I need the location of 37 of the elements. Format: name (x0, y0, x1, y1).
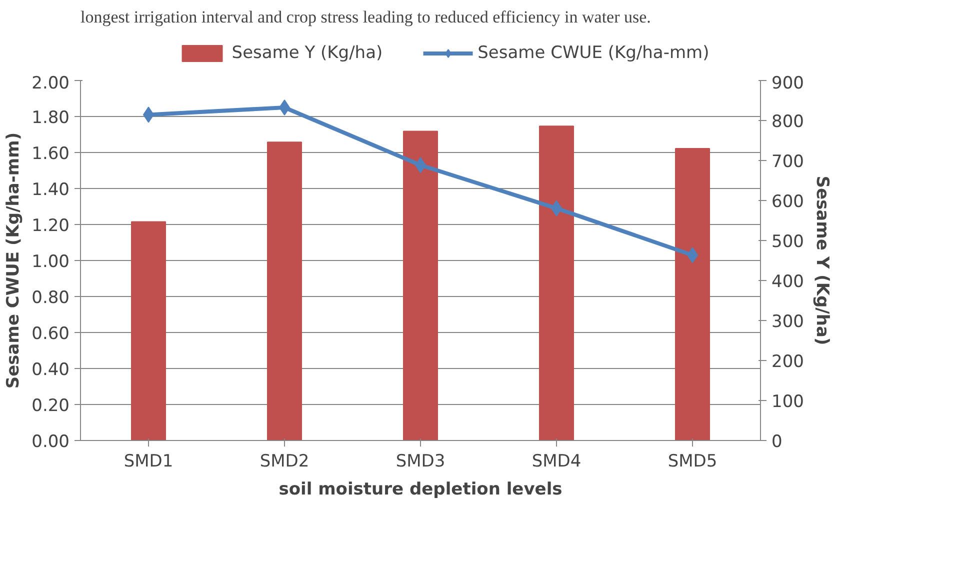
x-axis-title: soil moisture depletion levels (278, 480, 562, 500)
y-tick-label: 1.00 (32, 252, 70, 272)
text: longest irrigation interval and crop stress leading to reduced efficiency in water use. (80, 8, 651, 26)
y-axis-title: Sesame CWUE (Kg/ha-mm) (4, 132, 24, 389)
bar (675, 148, 710, 440)
legend-label: Sesame CWUE (Kg/ha-mm) (478, 43, 710, 63)
y2-tick-label: 300 (772, 312, 804, 332)
y-tick-label: 0.40 (32, 360, 70, 380)
y2-tick-label: 100 (772, 392, 804, 412)
y2-tick-label: 700 (772, 152, 804, 172)
y-tick-label: 2.00 (32, 74, 70, 94)
x-tick-label: SMD1 (124, 452, 174, 472)
y2-tick-label: 0 (772, 432, 782, 452)
y-tick-label: 1.20 (32, 216, 70, 236)
bar (539, 126, 574, 440)
y-tick-label: 0.00 (32, 432, 70, 452)
y2-axis-title: Sesame Y (Kg/ha) (812, 176, 832, 346)
x-tick-label: SMD3 (396, 452, 446, 472)
y2-tick-label: 200 (772, 352, 804, 372)
y-tick-label: 1.60 (32, 144, 70, 164)
y-tick-label: 1.80 (32, 108, 70, 128)
legend-label: Sesame Y (Kg/ha) (232, 43, 383, 63)
y2-tick-label: 500 (772, 232, 804, 252)
bar (131, 221, 166, 440)
y-tick-label: 0.80 (32, 288, 70, 308)
x-tick-label: SMD5 (668, 452, 718, 472)
y2-tick-label: 800 (772, 112, 804, 132)
x-tick-label: SMD4 (532, 452, 582, 472)
y2-tick-label: 400 (772, 272, 804, 292)
y2-tick-label: 900 (772, 74, 804, 94)
y-tick-label: 0.20 (32, 396, 70, 416)
bar (267, 142, 302, 440)
y-tick-label: 0.60 (32, 324, 70, 344)
x-tick-label: SMD2 (260, 452, 310, 472)
y-tick-label: 1.40 (32, 180, 70, 200)
y2-tick-label: 600 (772, 192, 804, 212)
bar (403, 130, 438, 440)
